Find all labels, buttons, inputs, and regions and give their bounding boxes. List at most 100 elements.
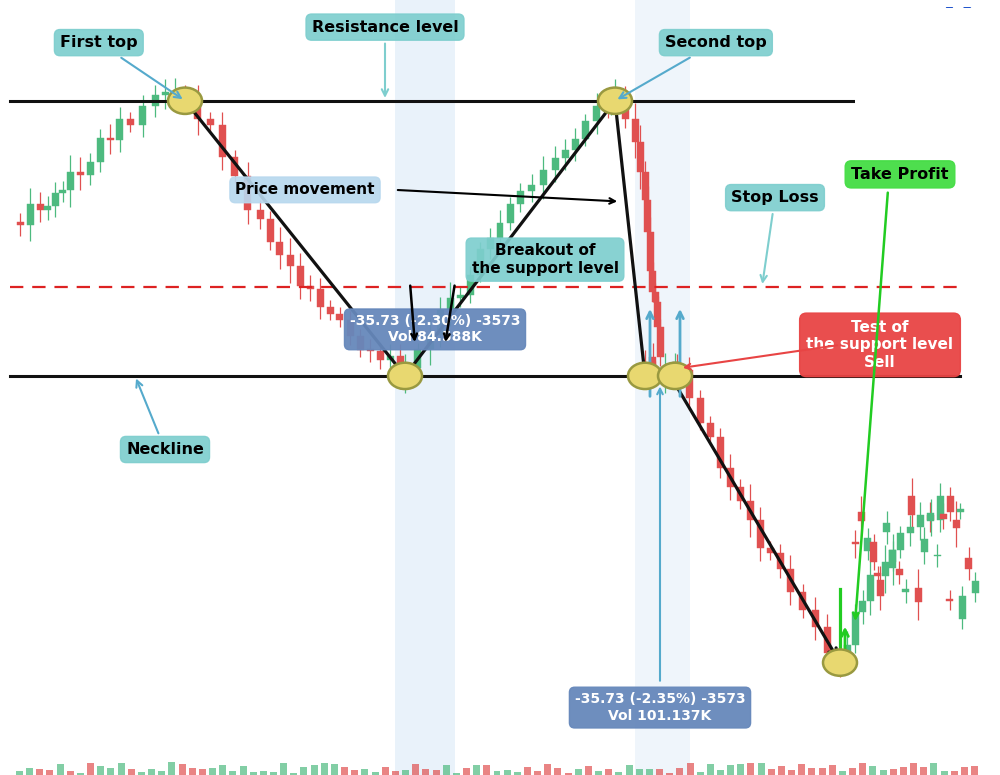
Bar xyxy=(585,766,592,775)
Bar xyxy=(148,770,155,775)
Bar xyxy=(494,770,500,775)
Bar xyxy=(849,768,856,775)
Bar xyxy=(615,773,622,775)
Bar xyxy=(726,468,734,487)
Bar xyxy=(747,763,754,775)
Bar xyxy=(138,773,145,775)
Bar xyxy=(244,176,251,211)
Bar xyxy=(266,219,274,242)
Bar xyxy=(777,553,784,569)
Bar xyxy=(635,0,690,775)
Bar xyxy=(256,211,264,219)
Bar xyxy=(852,542,858,544)
Bar xyxy=(26,205,34,225)
Bar xyxy=(87,162,94,175)
Bar xyxy=(414,350,421,368)
Bar xyxy=(552,158,559,170)
Bar xyxy=(883,523,890,532)
Bar xyxy=(778,766,785,775)
Bar xyxy=(836,653,844,660)
Bar xyxy=(57,763,64,775)
Bar xyxy=(808,769,815,775)
Bar xyxy=(219,765,226,775)
Circle shape xyxy=(388,363,422,389)
Bar xyxy=(361,770,368,775)
Bar xyxy=(376,351,384,360)
Bar xyxy=(647,368,654,372)
Bar xyxy=(612,93,618,95)
Bar xyxy=(727,765,734,775)
Bar xyxy=(412,764,419,775)
Bar xyxy=(26,768,33,775)
Bar xyxy=(128,769,135,775)
Polygon shape xyxy=(875,23,906,68)
Bar xyxy=(399,377,406,379)
Bar xyxy=(637,142,644,172)
Bar xyxy=(768,769,775,775)
Bar xyxy=(517,191,524,204)
Bar xyxy=(496,222,503,238)
Bar xyxy=(276,242,284,255)
Bar xyxy=(874,574,881,576)
Bar xyxy=(456,294,464,298)
Bar xyxy=(209,768,216,775)
Bar xyxy=(16,770,23,775)
Bar xyxy=(799,592,806,611)
Circle shape xyxy=(168,88,202,114)
Bar xyxy=(96,139,104,162)
Bar xyxy=(66,171,74,190)
Bar xyxy=(971,766,978,775)
Bar xyxy=(870,542,877,562)
Bar xyxy=(707,764,714,775)
Text: First top: First top xyxy=(60,35,181,98)
Bar xyxy=(504,770,511,775)
Bar xyxy=(915,587,922,601)
Bar xyxy=(757,520,764,548)
Bar xyxy=(626,765,633,775)
Bar xyxy=(231,157,238,176)
Bar xyxy=(858,512,865,521)
Bar xyxy=(316,290,324,307)
Bar xyxy=(869,766,876,775)
Bar xyxy=(395,0,455,775)
Bar xyxy=(565,773,572,775)
Bar xyxy=(788,770,795,775)
Bar xyxy=(36,769,43,775)
Bar xyxy=(736,487,744,501)
Bar xyxy=(172,91,178,93)
Bar xyxy=(466,274,474,294)
Bar xyxy=(366,349,374,351)
Bar xyxy=(696,398,704,422)
Bar xyxy=(446,298,454,310)
Text: Test of
the support level
Sell: Test of the support level Sell xyxy=(806,320,954,370)
Bar xyxy=(300,766,307,775)
Bar xyxy=(632,119,639,142)
Bar xyxy=(402,368,409,379)
Bar xyxy=(649,271,656,292)
Bar xyxy=(572,139,578,150)
Bar xyxy=(483,765,490,775)
Bar xyxy=(126,119,134,126)
Bar xyxy=(657,327,664,357)
Bar xyxy=(852,612,858,645)
Bar xyxy=(139,106,146,126)
Bar xyxy=(540,170,547,185)
Bar xyxy=(422,770,429,775)
Bar xyxy=(930,763,937,775)
Bar xyxy=(194,101,201,119)
Bar xyxy=(717,770,724,775)
Bar xyxy=(87,763,94,775)
Bar xyxy=(890,769,897,775)
Text: Breakout of
the support level: Breakout of the support level xyxy=(472,243,618,276)
Bar xyxy=(880,770,887,775)
Bar xyxy=(372,773,379,775)
Bar xyxy=(636,769,643,775)
Bar xyxy=(351,770,358,775)
Bar xyxy=(229,770,236,775)
Bar xyxy=(622,95,629,119)
Bar xyxy=(44,206,51,209)
Bar xyxy=(652,368,659,377)
Bar xyxy=(859,601,866,612)
Bar xyxy=(697,771,704,775)
Bar xyxy=(402,770,409,775)
